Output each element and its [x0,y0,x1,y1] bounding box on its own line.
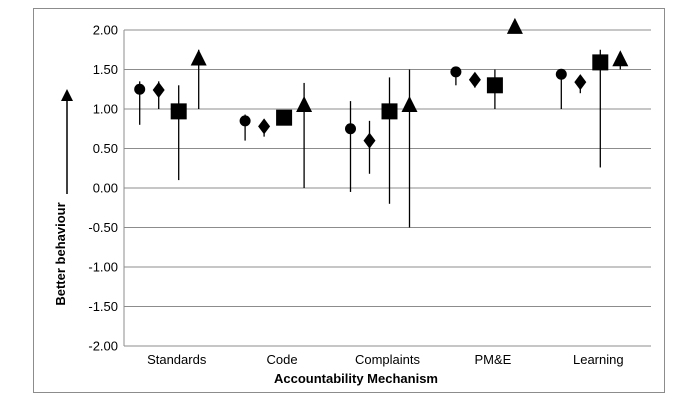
x-axis-title: Accountability Mechanism [274,371,438,386]
data-point-diamond [152,82,165,99]
data-point-diamond [363,132,376,149]
data-point-square [592,54,609,71]
data-point-triangle [401,96,418,113]
chart-svg: 2.00 1.50 1.00 0.50 0.00 -0.50 -1.00 -1.50 -2.00… [53,17,651,386]
data-marks [134,17,629,228]
x-tick-label: Code [267,352,298,367]
y-axis-arrow-head-icon [61,89,73,101]
y-tick-label: 1.50 [93,62,118,77]
data-point-diamond [258,118,271,135]
y-tick-label: 2.00 [93,23,118,38]
data-point-circle [134,83,146,95]
x-tick-label: PM&E [474,352,511,367]
y-tick-label: 1.00 [93,102,118,117]
x-tick-label: Standards [147,352,207,367]
y-tick-label: 0.00 [93,181,118,196]
data-point-diamond [574,74,587,91]
y-tick-label: -1.00 [88,260,118,275]
grid-lines [123,29,651,347]
data-point-circle [555,68,567,80]
data-point-square [170,103,187,120]
data-point-square [276,109,293,126]
data-point-circle [345,123,356,135]
x-axis-ticks: Standards Code Complaints PM&E Learning [147,352,624,367]
y-axis-ticks: 2.00 1.50 1.00 0.50 0.00 -0.50 -1.00 -1.50 -2.00 [88,23,118,354]
x-tick-label: Complaints [355,352,421,367]
data-point-square [486,77,503,94]
data-point-diamond [468,71,481,88]
chart-frame: 2.00 1.50 1.00 0.50 0.00 -0.50 -1.00 -1.50 -2.00… [33,8,665,393]
data-point-circle [239,115,251,127]
y-tick-label: 0.50 [93,141,118,156]
y-tick-label: -2.00 [88,339,118,354]
data-point-triangle [506,17,523,34]
x-tick-label: Learning [573,352,624,367]
data-point-triangle [296,96,313,113]
y-tick-label: -1.50 [88,299,118,314]
data-point-square [381,103,398,120]
data-point-circle [450,66,462,78]
y-axis-title-group: Better behaviour [53,89,73,306]
data-point-triangle [190,49,207,66]
y-axis-title: Better behaviour [53,202,68,305]
data-point-triangle [612,50,629,67]
y-tick-label: -0.50 [88,220,118,235]
